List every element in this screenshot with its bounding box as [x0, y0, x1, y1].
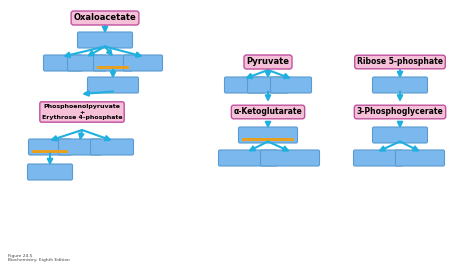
- FancyBboxPatch shape: [261, 150, 319, 166]
- FancyBboxPatch shape: [124, 55, 163, 71]
- FancyBboxPatch shape: [271, 77, 311, 93]
- FancyBboxPatch shape: [67, 55, 107, 71]
- FancyBboxPatch shape: [88, 77, 138, 93]
- Text: 3-Phosphoglycerate: 3-Phosphoglycerate: [356, 107, 443, 117]
- FancyBboxPatch shape: [78, 32, 133, 48]
- FancyBboxPatch shape: [27, 164, 73, 180]
- FancyBboxPatch shape: [395, 150, 445, 166]
- FancyBboxPatch shape: [44, 55, 82, 71]
- FancyBboxPatch shape: [219, 150, 277, 166]
- FancyBboxPatch shape: [97, 65, 129, 69]
- Text: α-Ketoglutarate: α-Ketoglutarate: [234, 107, 302, 117]
- FancyBboxPatch shape: [247, 77, 289, 93]
- FancyBboxPatch shape: [238, 127, 298, 143]
- Text: Pyruvate: Pyruvate: [246, 58, 290, 66]
- FancyBboxPatch shape: [91, 139, 134, 155]
- FancyBboxPatch shape: [93, 55, 133, 71]
- Text: Oxaloacetate: Oxaloacetate: [73, 13, 137, 23]
- Text: Phosphoenolpyruvate
+
Erythrose 4-phosphate: Phosphoenolpyruvate + Erythrose 4-phosph…: [42, 104, 122, 120]
- FancyBboxPatch shape: [373, 127, 428, 143]
- FancyBboxPatch shape: [225, 77, 265, 93]
- FancyBboxPatch shape: [373, 77, 428, 93]
- FancyBboxPatch shape: [32, 150, 68, 152]
- FancyBboxPatch shape: [58, 139, 101, 155]
- FancyBboxPatch shape: [28, 139, 72, 155]
- FancyBboxPatch shape: [242, 137, 294, 140]
- Text: Ribose 5-phosphate: Ribose 5-phosphate: [357, 58, 443, 66]
- Text: Figure 24.5
Biochemistry: Eighth Edition: Figure 24.5 Biochemistry: Eighth Edition: [8, 254, 70, 262]
- FancyBboxPatch shape: [354, 150, 402, 166]
